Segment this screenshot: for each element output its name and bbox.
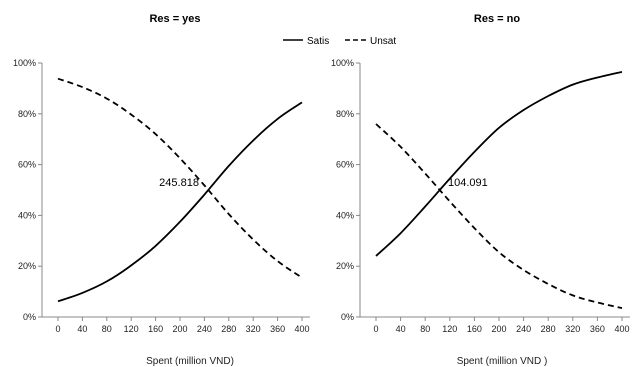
x-tick-label: 200 [491, 324, 506, 334]
y-tick-label: 0% [23, 312, 36, 322]
x-tick-label: 360 [270, 324, 285, 334]
panel-res-no: 0% 20% 40% 60% 80% 100% 0 40 80 120 160 200 240 280 32… [331, 58, 630, 334]
intersection-label-res-no: 104.091 [448, 177, 488, 189]
x-tick-label: 160 [148, 324, 163, 334]
x-tick-label: 240 [516, 324, 531, 334]
x-tick-label: 240 [197, 324, 212, 334]
x-tick-label: 80 [102, 324, 112, 334]
y-tick-label: 100% [13, 58, 36, 68]
x-tick-label: 280 [541, 324, 556, 334]
x-tick-label: 80 [420, 324, 430, 334]
series-line-satis-res-yes [57, 101, 303, 303]
chart-title-res-no: Res = no [474, 13, 520, 25]
x-tick-label: 320 [565, 324, 580, 334]
y-tick-label: 80% [336, 109, 354, 119]
y-tick-label: 0% [341, 312, 354, 322]
x-tick-label: 400 [614, 324, 629, 334]
x-tick-label: 0 [55, 324, 60, 334]
x-tick-label: 280 [221, 324, 236, 334]
legend: Satis Unsat [283, 36, 396, 47]
x-tick-label: 200 [172, 324, 187, 334]
x-axis-label-res-yes: Spent (million VND) [146, 356, 234, 367]
x-tick-label: 120 [124, 324, 139, 334]
x-tick-label: 40 [396, 324, 406, 334]
x-tick-label: 120 [442, 324, 457, 334]
x-tick-label: 360 [590, 324, 605, 334]
y-tick-label: 100% [331, 58, 354, 68]
series-line-satis-res-no [375, 71, 623, 257]
series-line-unsat-res-yes [57, 77, 303, 279]
x-tick-label: 320 [246, 324, 261, 334]
x-tick-label: 40 [77, 324, 87, 334]
x-tick-label: 160 [467, 324, 482, 334]
y-tick-label: 40% [18, 210, 36, 220]
panel-res-yes: 0% 20% 40% 60% 80% 100% 0 40 80 120 160 200 240 280 32… [13, 58, 310, 334]
y-tick-label: 40% [336, 210, 354, 220]
legend-satis-label: Satis [307, 36, 329, 47]
y-tick-label: 80% [18, 109, 36, 119]
y-tick-label: 20% [336, 261, 354, 271]
intersection-label-res-yes: 245.818 [159, 177, 199, 189]
legend-unsat-label: Unsat [370, 36, 396, 47]
x-tick-label: 400 [294, 324, 309, 334]
series-line-unsat-res-no [375, 123, 623, 309]
y-tick-label: 20% [18, 261, 36, 271]
y-tick-label: 60% [18, 160, 36, 170]
chart-title-res-yes: Res = yes [149, 13, 200, 25]
x-tick-label: 0 [373, 324, 378, 334]
x-axis-label-res-no: Spent (million VND ) [457, 356, 548, 367]
y-tick-label: 60% [336, 160, 354, 170]
